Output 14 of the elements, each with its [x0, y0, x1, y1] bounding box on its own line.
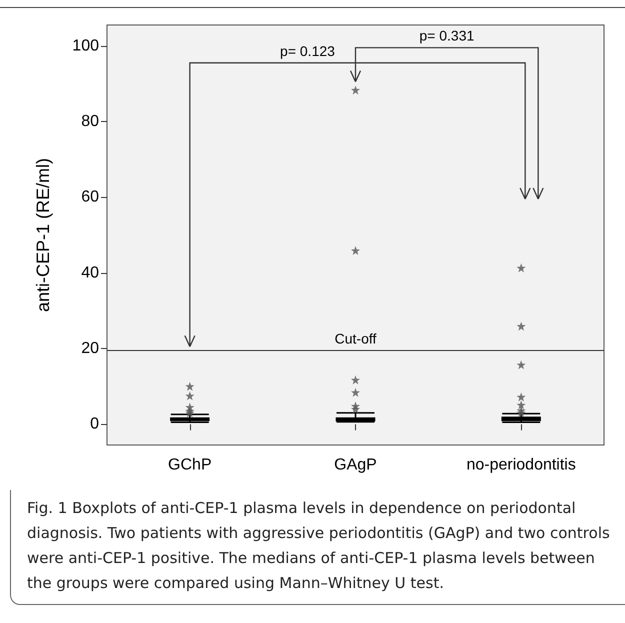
ref-line-label: Cut-off — [334, 330, 376, 346]
y-tick-label: 60 — [81, 188, 100, 206]
x-tick-label: GChP — [168, 456, 212, 474]
y-axis-title: anti-CEP-1 (RE/ml) — [33, 158, 53, 312]
x-tick-label: no-periodontitis — [466, 456, 576, 474]
y-tick-label: 40 — [81, 264, 100, 282]
x-tick-label: GAgP — [334, 456, 377, 474]
y-tick-label: 20 — [81, 340, 100, 358]
caption: Fig. 1 Boxplots of anti-CEP-1 plasma levels in dependence on periodontal diagnosis. Two patients with aggressive periodontitis (GAgP) and two controls were anti-CEP-1 positive. The medians of anti-CEP-1 plasma levels between the groups were compared using Mann–Whitney U test. — [10, 490, 625, 605]
annotation: p= 0.123 — [280, 42, 336, 59]
y-tick-label: 100 — [72, 37, 100, 54]
annotation: p= 0.331 — [419, 28, 474, 44]
y-tick-label: 0 — [90, 416, 100, 433]
y-tick-label: 80 — [81, 112, 100, 130]
